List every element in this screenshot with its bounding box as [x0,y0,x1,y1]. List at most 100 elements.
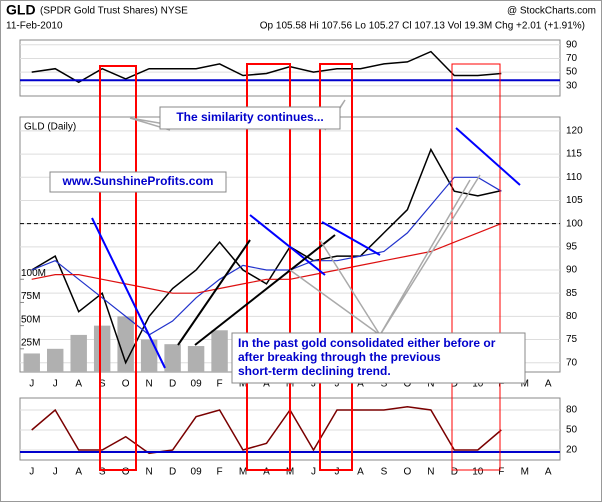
volume-bar [70,334,87,372]
y-tick-label: 110 [566,172,582,183]
x-tick-label: A [75,467,82,478]
x-tick-label: A [545,467,552,478]
x-tick-label: D [169,467,176,478]
y-tick-label: 70 [566,53,578,64]
series-line [31,176,502,336]
x-tick-label: J [334,467,339,478]
highlight-box [246,63,291,471]
x-tick-label: M [239,379,247,390]
volume-bar [93,325,111,372]
x-tick-label: F [217,467,223,478]
annotation: The similarity continues... [176,110,323,124]
x-tick-label: O [404,467,412,478]
y-tick-label: 50 [566,67,578,78]
y-tick-label: 75 [566,334,578,345]
x-tick-label: D [451,467,458,478]
y-tick-label: 85 [566,288,578,299]
volume-bar [23,353,40,372]
x-tick-label: 09 [191,467,203,478]
x-tick-label: D [169,379,176,390]
y-tick-label: 100 [566,218,583,229]
y-tick-label: 115 [566,149,582,160]
series-line [31,223,502,294]
x-tick-label: J [334,379,339,390]
x-tick-label: S [381,379,388,390]
x-tick-label: M [286,467,294,478]
x-tick-label: F [217,379,223,390]
x-tick-label: A [545,379,552,390]
x-tick-label: A [263,467,270,478]
symbol: GLD [6,2,36,18]
y-tick-label: 120 [566,126,583,137]
y-tick-label: 80 [566,405,578,416]
series-line [31,50,502,84]
x-tick-label: S [99,467,106,478]
volume-bar [117,316,134,372]
x-tick-label: D [451,379,458,390]
x-tick-label: F [498,467,504,478]
x-tick-label: O [404,379,412,390]
x-tick-label: J [311,467,316,478]
trend-line [91,217,166,369]
y2-tick-label: 50M [21,314,40,325]
y-tick-label: 70 [566,357,578,368]
y-tick-label: 105 [566,195,583,206]
x-tick-label: 10 [472,379,484,390]
x-tick-label: J [29,379,34,390]
y-tick-label: 50 [566,425,578,436]
y-tick-label: 20 [566,445,578,456]
trend-lines [91,127,521,369]
support-line [194,234,336,346]
x-tick-label: 09 [191,379,203,390]
date: 11-Feb-2010 [6,21,63,32]
support-line [177,239,251,346]
callout [289,174,481,336]
x-tick-label: N [427,379,434,390]
y-tick-label: 90 [566,265,578,276]
annotation-box [49,171,227,193]
trend-line [249,214,326,276]
x-tick-label: S [381,467,388,478]
x-tick-label: N [427,467,434,478]
x-tick-label: N [146,467,153,478]
y-tick-label: 90 [566,39,578,50]
source: @ StockCharts.com [507,6,596,17]
x-tick-label: M [521,379,529,390]
annotation-box [231,332,526,384]
quote: Op 105.58 Hi 107.56 Lo 105.27 Cl 107.13 … [260,21,585,32]
x-tick-label: J [53,467,58,478]
volume-bar [164,344,181,372]
highlight-box [319,63,353,471]
y2-tick-label: 100M [21,268,46,279]
y-tick-label: 30 [566,80,578,91]
series-line [31,405,502,455]
x-tick-label: J [311,379,316,390]
annotation-box [159,106,341,130]
x-tick-label: S [99,379,106,390]
annotation: after breaking through the previous [238,350,441,364]
x-tick-label: J [29,467,34,478]
highlight-box [451,63,501,471]
highlight-box [99,65,137,471]
y2-tick-label: 75M [21,291,40,302]
highlight-boxes [99,63,501,471]
x-tick-label: M [239,467,247,478]
volume-bar [187,346,205,372]
y2-tick-label: 25M [21,337,40,348]
x-tick-label: A [357,379,364,390]
x-tick-label: 10 [472,467,484,478]
trend-line [321,221,381,256]
y-tick-label: 80 [566,311,578,322]
trend-line [455,127,521,186]
annotation: In the past gold consolidated either bef… [238,336,496,350]
volume-bar [47,348,64,372]
x-tick-label: A [263,379,270,390]
annotation: short-term declining trend. [238,364,391,378]
annotation: www.SunshineProfits.com [62,174,214,188]
x-tick-label: N [146,379,153,390]
volume-bar [140,339,158,372]
series-line [31,147,502,365]
volume-bar [211,330,228,372]
x-tick-label: A [75,379,82,390]
